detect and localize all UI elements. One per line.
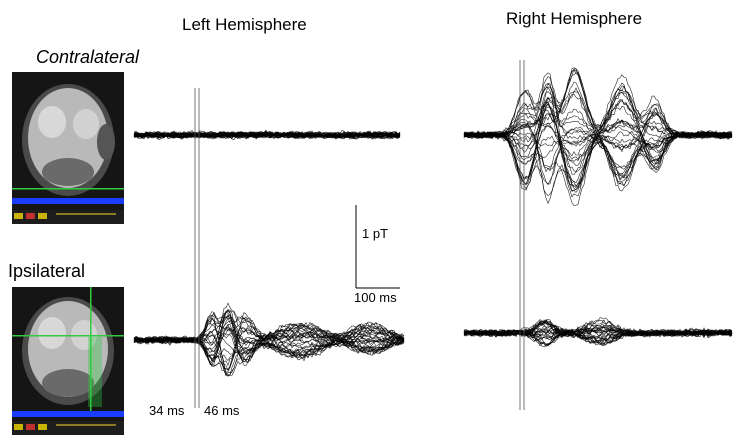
left-contralateral-traces <box>133 129 401 140</box>
meg-channel-trace <box>463 328 733 341</box>
scale-amplitude-label: 1 pT <box>362 226 389 241</box>
meg-channel-trace <box>463 125 733 180</box>
meg-channel-trace <box>463 100 733 188</box>
right-hemisphere-title: Right Hemisphere <box>506 9 643 28</box>
meg-channel-trace <box>463 329 733 346</box>
meg-channel-trace <box>463 321 733 339</box>
left-ipsilateral-traces <box>133 302 405 377</box>
meg-channel-trace <box>133 130 401 140</box>
meg-channel-trace <box>463 103 733 186</box>
meg-channel-trace <box>463 112 733 192</box>
ipsilateral-mri-graphic <box>12 287 124 435</box>
meg-channel-trace <box>133 321 405 363</box>
left-hemisphere-title: Left Hemisphere <box>182 15 307 34</box>
meg-traces-group <box>133 67 733 377</box>
latency-label-46ms: 46 ms <box>204 403 240 418</box>
contralateral-label: Contralateral <box>36 47 140 67</box>
meg-channel-trace <box>463 69 733 169</box>
ipsilateral-mri-image <box>12 287 124 435</box>
meg-channel-trace <box>463 69 733 180</box>
meg-channel-trace <box>463 85 733 173</box>
contralateral-mri-graphic <box>12 72 124 224</box>
meg-channel-trace <box>463 124 733 157</box>
meg-channel-trace <box>463 91 733 186</box>
right-contralateral-traces <box>463 67 733 207</box>
meg-channel-trace <box>463 68 733 177</box>
meg-channel-trace <box>463 105 733 190</box>
meg-channel-trace <box>133 131 401 140</box>
meg-channel-trace <box>133 322 405 371</box>
meg-channel-trace <box>463 329 733 348</box>
meg-channel-trace <box>463 99 733 193</box>
contralateral-mri-image <box>12 72 124 224</box>
meg-channel-trace <box>463 87 733 170</box>
scale-time-label: 100 ms <box>354 290 397 305</box>
meg-channel-trace <box>133 309 405 358</box>
right-ipsilateral-traces <box>463 317 733 348</box>
latency-label-34ms: 34 ms <box>149 403 185 418</box>
ipsilateral-label: Ipsilateral <box>8 261 86 281</box>
meg-channel-trace <box>133 329 405 373</box>
meg-channel-trace <box>463 72 733 171</box>
meg-channel-trace <box>463 131 733 185</box>
